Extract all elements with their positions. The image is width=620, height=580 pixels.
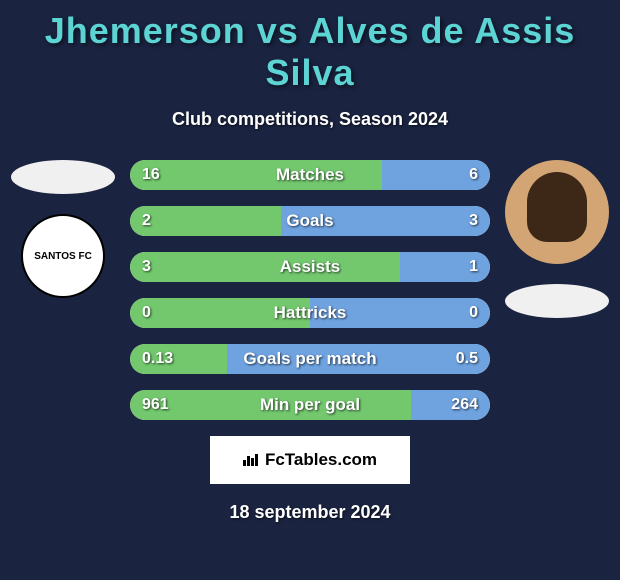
stat-value-left: 3 bbox=[142, 252, 151, 282]
stat-value-right: 264 bbox=[451, 390, 478, 420]
stat-value-left: 961 bbox=[142, 390, 169, 420]
comparison-title: Jhemerson vs Alves de Assis Silva bbox=[0, 0, 620, 94]
stat-value-left: 16 bbox=[142, 160, 160, 190]
fctables-label: FcTables.com bbox=[265, 450, 377, 470]
stat-bar-left bbox=[130, 252, 400, 282]
right-player-column bbox=[502, 160, 612, 318]
stat-bar-left bbox=[130, 206, 281, 236]
stat-value-left: 0 bbox=[142, 298, 151, 328]
right-club-placeholder bbox=[505, 284, 609, 318]
stat-bar-left bbox=[130, 298, 310, 328]
stat-bar-left bbox=[130, 390, 411, 420]
stat-row: 31Assists bbox=[130, 252, 490, 282]
left-player-column: SANTOS FC bbox=[8, 160, 118, 298]
stat-bars-container: 166Matches23Goals31Assists00Hattricks0.1… bbox=[130, 160, 490, 420]
comparison-subtitle: Club competitions, Season 2024 bbox=[0, 109, 620, 130]
stat-value-left: 2 bbox=[142, 206, 151, 236]
comparison-content: SANTOS FC 166Matches23Goals31Assists00Ha… bbox=[0, 160, 620, 523]
player-head-icon bbox=[527, 172, 587, 242]
left-club-logo-label: SANTOS FC bbox=[34, 251, 92, 262]
stat-bar-left bbox=[130, 160, 382, 190]
stat-value-left: 0.13 bbox=[142, 344, 173, 374]
left-club-logo: SANTOS FC bbox=[21, 214, 105, 298]
stat-value-right: 0.5 bbox=[456, 344, 478, 374]
stat-value-right: 6 bbox=[469, 160, 478, 190]
stat-row: 166Matches bbox=[130, 160, 490, 190]
stat-value-right: 0 bbox=[469, 298, 478, 328]
stat-value-right: 3 bbox=[469, 206, 478, 236]
stat-bar-right bbox=[281, 206, 490, 236]
stat-row: 961264Min per goal bbox=[130, 390, 490, 420]
fctables-badge[interactable]: FcTables.com bbox=[210, 436, 410, 484]
stat-row: 23Goals bbox=[130, 206, 490, 236]
comparison-date: 18 september 2024 bbox=[0, 502, 620, 523]
stat-value-right: 1 bbox=[469, 252, 478, 282]
left-player-placeholder bbox=[11, 160, 115, 194]
stat-row: 0.130.5Goals per match bbox=[130, 344, 490, 374]
stat-bar-right bbox=[310, 298, 490, 328]
chart-icon bbox=[243, 452, 259, 469]
stat-bar-right bbox=[227, 344, 490, 374]
right-player-photo bbox=[505, 160, 609, 264]
stat-row: 00Hattricks bbox=[130, 298, 490, 328]
